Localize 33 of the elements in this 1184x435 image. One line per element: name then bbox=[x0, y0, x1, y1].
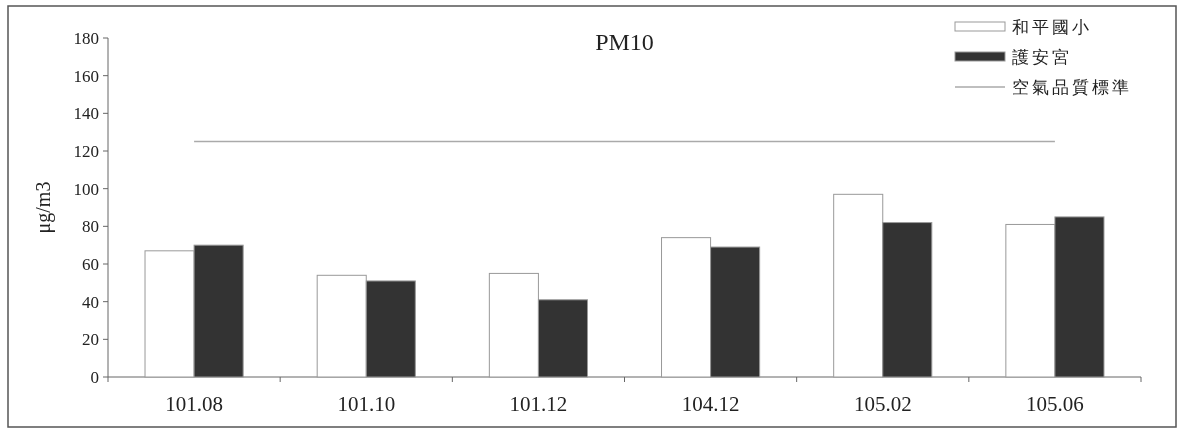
bar bbox=[710, 246, 761, 378]
bar bbox=[537, 299, 588, 378]
y-tick-label: 180 bbox=[73, 29, 99, 48]
x-tick-label: 101.08 bbox=[165, 392, 223, 416]
bar bbox=[882, 222, 933, 378]
x-tick-label: 105.02 bbox=[853, 392, 912, 416]
bar bbox=[193, 244, 244, 378]
y-tick-label: 60 bbox=[82, 255, 99, 274]
y-tick-label: 120 bbox=[73, 142, 99, 161]
bar bbox=[488, 272, 539, 378]
bar bbox=[833, 193, 884, 378]
x-tick-label: 104.12 bbox=[681, 392, 740, 416]
y-axis-title: μg/m3 bbox=[32, 181, 55, 234]
bar bbox=[365, 280, 416, 378]
y-tick-label: 40 bbox=[82, 292, 99, 312]
legend-label: 和平國小 bbox=[1012, 18, 1092, 37]
x-tick-label: 101.12 bbox=[509, 392, 568, 416]
y-tick-label: 100 bbox=[73, 179, 99, 199]
bar bbox=[1054, 216, 1105, 378]
y-tick-label: 140 bbox=[73, 104, 99, 124]
y-tick-label: 160 bbox=[73, 66, 99, 86]
x-tick-label: 101.10 bbox=[337, 392, 396, 416]
legend-label: 護安宮 bbox=[1012, 48, 1072, 67]
y-tick-label: 20 bbox=[82, 330, 99, 350]
bar bbox=[316, 274, 367, 378]
bar bbox=[661, 237, 712, 378]
legend-label: 空氣品質標準 bbox=[1012, 78, 1132, 97]
chart-title: PM10 bbox=[595, 29, 654, 55]
y-tick-label: 0 bbox=[90, 368, 99, 387]
x-tick-label: 105.06 bbox=[1026, 392, 1084, 416]
bar bbox=[1005, 223, 1056, 378]
y-tick-label: 80 bbox=[82, 217, 99, 237]
bar bbox=[144, 250, 195, 378]
